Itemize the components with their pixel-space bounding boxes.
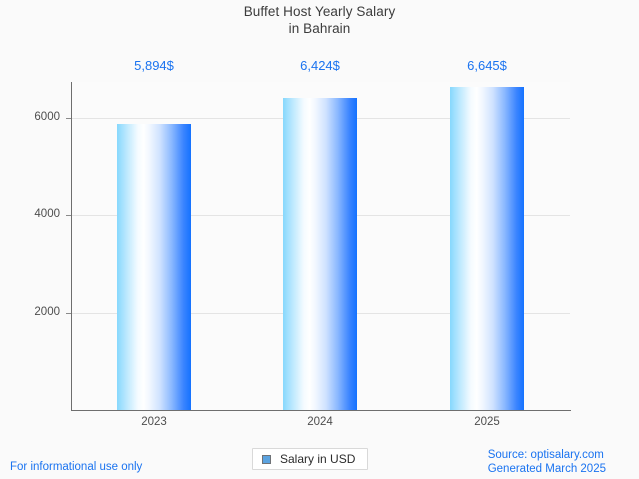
bar-2025[interactable] xyxy=(450,87,524,410)
ytick-mark-6000 xyxy=(66,118,72,119)
ytick-label-4000: 4000 xyxy=(34,208,60,220)
legend-swatch-icon xyxy=(262,454,271,464)
source-attribution: Source: optisalary.com Generated March 2… xyxy=(488,448,606,476)
xtick-label-2023: 2023 xyxy=(141,416,167,428)
bar-value-label-2024: 6,424$ xyxy=(300,58,340,73)
x-axis-line xyxy=(71,410,571,411)
ytick-label-6000: 6000 xyxy=(34,111,60,123)
y-axis-line xyxy=(71,82,72,411)
disclaimer-text: For informational use only xyxy=(10,461,143,473)
ytick-mark-4000 xyxy=(66,215,72,216)
bar-value-label-2025: 6,645$ xyxy=(467,58,507,73)
chart-title-line-2: in Bahrain xyxy=(288,21,351,36)
xtick-label-2024: 2024 xyxy=(307,416,333,428)
chart-title: Buffet Host Yearly Salary in Bahrain xyxy=(0,3,639,37)
ytick-mark-2000 xyxy=(66,313,72,314)
source-text: Source: optisalary.com xyxy=(487,449,604,461)
bar-2023[interactable] xyxy=(117,124,191,410)
generated-date-text: Generated March 2025 xyxy=(487,463,606,475)
bar-2024[interactable] xyxy=(283,98,357,410)
chart-title-line-1: Buffet Host Yearly Salary xyxy=(243,4,396,19)
ytick-label-2000: 2000 xyxy=(34,306,60,318)
bar-value-label-2023: 5,894$ xyxy=(134,58,174,73)
legend-label-salary-in-usd: Salary in USD xyxy=(280,452,356,466)
xtick-label-2025: 2025 xyxy=(474,416,500,428)
chart-legend[interactable]: Salary in USD xyxy=(252,448,369,470)
